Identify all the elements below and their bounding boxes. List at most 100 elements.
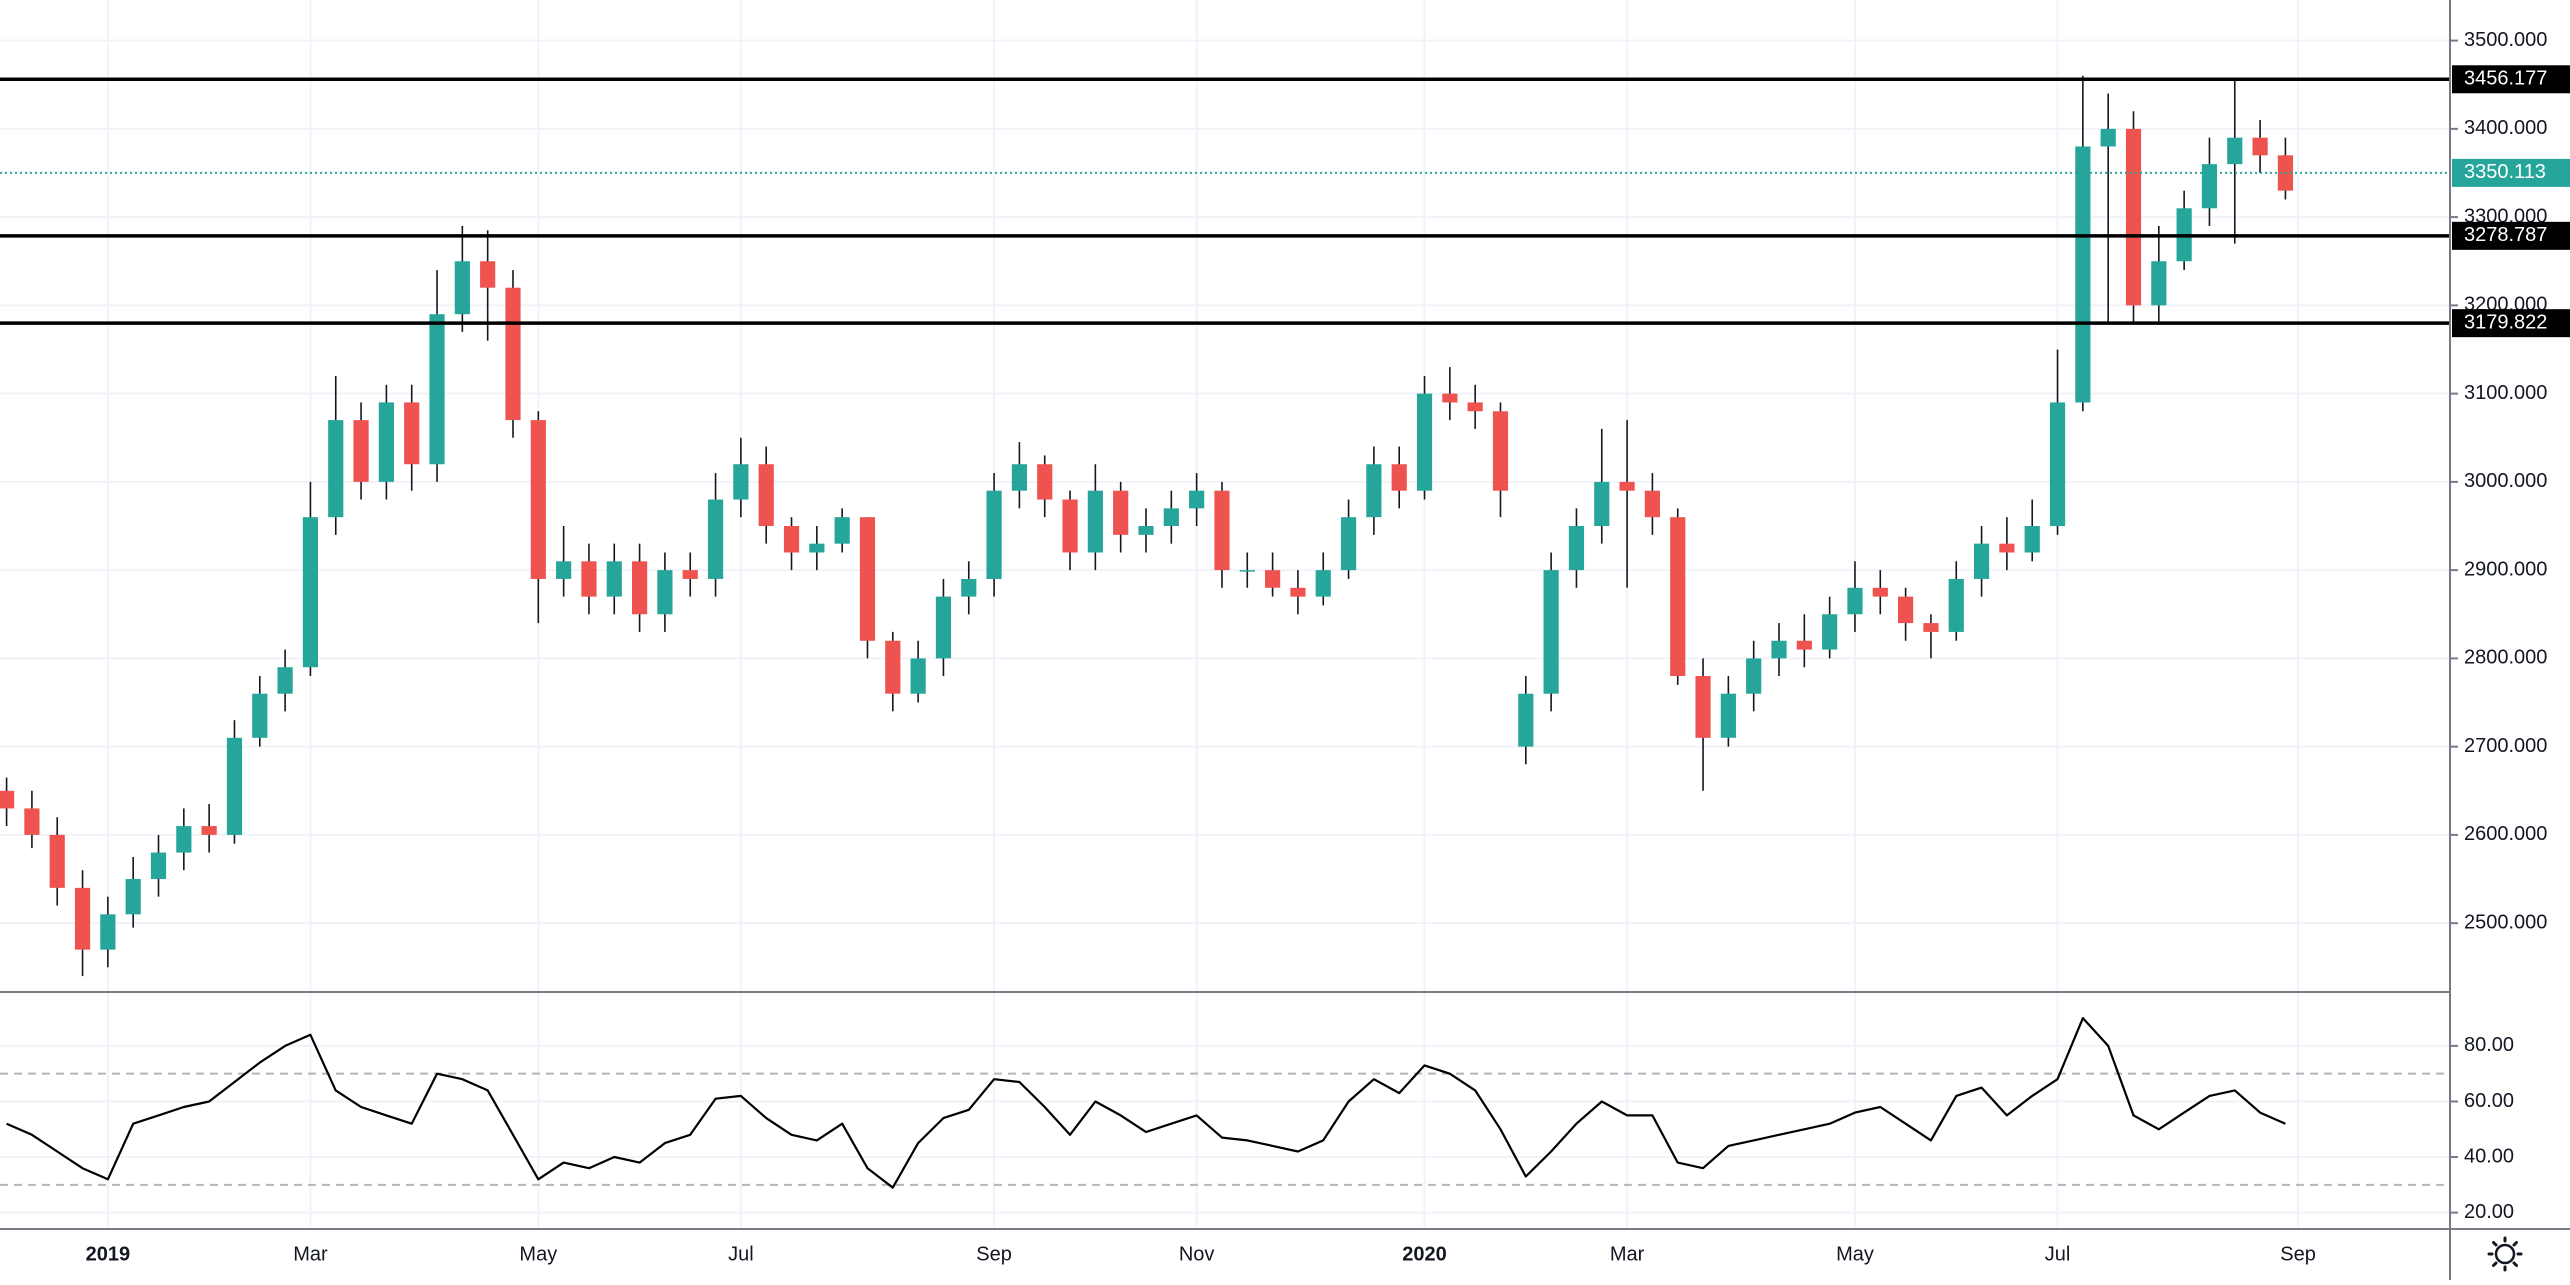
candle-body bbox=[885, 640, 901, 694]
y-tick-label: 2500.000 bbox=[2464, 911, 2547, 933]
grid-layer bbox=[0, 0, 2450, 1229]
y-tick-label: 20.00 bbox=[2464, 1201, 2514, 1223]
level-label: 3456.177 bbox=[2464, 68, 2547, 90]
candle-body bbox=[1973, 543, 1990, 579]
candle-body bbox=[2125, 128, 2142, 306]
candle-body bbox=[1340, 517, 1357, 571]
candle-body bbox=[1315, 570, 1331, 597]
candle-body bbox=[935, 596, 952, 659]
candle-body bbox=[1847, 587, 1863, 615]
x-tick-label: Jul bbox=[2045, 1243, 2071, 1265]
candle-body bbox=[556, 561, 572, 579]
candle-body bbox=[2049, 402, 2066, 527]
level-label-box bbox=[2452, 221, 2570, 250]
x-tick-label: Mar bbox=[293, 1243, 328, 1265]
candle-body bbox=[758, 464, 774, 527]
candle-body bbox=[606, 561, 622, 597]
candle-body bbox=[961, 578, 977, 597]
candle-body bbox=[480, 261, 496, 288]
candle-body bbox=[150, 852, 167, 880]
candle-body bbox=[1568, 526, 1585, 571]
candle-body bbox=[1113, 490, 1129, 535]
candle-body bbox=[1872, 587, 1888, 597]
x-tick-label: 2020 bbox=[1402, 1243, 1447, 1265]
candle-body bbox=[1138, 526, 1154, 535]
candle-body bbox=[100, 914, 116, 950]
candle-body bbox=[1948, 578, 1964, 632]
candle-body bbox=[201, 826, 217, 835]
candle-body bbox=[707, 499, 724, 579]
candle-body bbox=[429, 314, 445, 465]
candle-body bbox=[2252, 137, 2268, 156]
y-tick-label: 3100.000 bbox=[2464, 382, 2547, 404]
x-tick-label: May bbox=[519, 1243, 557, 1265]
candle-body bbox=[353, 420, 369, 482]
candle-body bbox=[505, 287, 521, 421]
candle-body bbox=[404, 402, 420, 465]
candle-body bbox=[2024, 526, 2040, 553]
level-label: 3179.822 bbox=[2464, 311, 2547, 333]
candle-body bbox=[1720, 693, 1736, 738]
candle-body bbox=[1087, 490, 1103, 553]
candle-body bbox=[682, 570, 698, 579]
candle-body bbox=[226, 737, 243, 835]
candle-body bbox=[277, 667, 293, 694]
candle-body bbox=[74, 887, 91, 950]
candle-body bbox=[1391, 464, 1407, 491]
candle-body bbox=[176, 826, 192, 853]
candle-body bbox=[2151, 261, 2167, 306]
last-price-label: 3350.113 bbox=[2464, 161, 2546, 183]
last-price-label-box bbox=[2452, 158, 2570, 187]
candle-body bbox=[1796, 640, 1812, 650]
candle-body bbox=[378, 402, 394, 482]
candle-body bbox=[1644, 490, 1661, 518]
x-tick-label: Sep bbox=[976, 1243, 1012, 1265]
candle-body bbox=[1492, 411, 1509, 491]
candle-body bbox=[1746, 658, 1762, 694]
candle-body bbox=[1518, 693, 1534, 747]
candle-body bbox=[1670, 517, 1686, 677]
candle-body bbox=[1214, 490, 1230, 571]
y-tick-label: 80.00 bbox=[2464, 1034, 2514, 1056]
candle-body bbox=[1037, 464, 1053, 500]
candle-body bbox=[733, 464, 749, 500]
x-tick-label: Jul bbox=[728, 1243, 754, 1265]
level-label-box bbox=[2452, 65, 2570, 94]
y-tick-label: 3000.000 bbox=[2464, 470, 2547, 492]
candle-body bbox=[986, 490, 1002, 579]
y-tick-label: 2700.000 bbox=[2464, 735, 2547, 757]
candle-body bbox=[49, 834, 65, 888]
candle-body bbox=[530, 420, 546, 579]
candle-body bbox=[2075, 146, 2091, 403]
candle-body bbox=[454, 261, 470, 315]
candle-body bbox=[1366, 464, 1382, 518]
candle-body bbox=[1189, 490, 1205, 509]
candle-body bbox=[1011, 464, 1027, 491]
candle-body bbox=[809, 543, 825, 553]
candle-body bbox=[1923, 623, 1939, 632]
settings-icon[interactable] bbox=[2487, 1236, 2523, 1272]
y-tick-label: 40.00 bbox=[2464, 1145, 2514, 1167]
level-label-box bbox=[2452, 309, 2570, 338]
candle-body bbox=[1898, 596, 1914, 624]
mark-layer bbox=[0, 75, 2450, 1189]
label-layer: 2019 Mar May Jul Sep Nov 2020 Mar May Jul Sep 2500.… bbox=[86, 29, 2570, 1265]
candle-body bbox=[1543, 570, 1559, 694]
candle-body bbox=[834, 517, 850, 544]
x-tick-label: Nov bbox=[1179, 1243, 1215, 1265]
candle-body bbox=[581, 561, 597, 597]
candle-body bbox=[1594, 481, 1610, 527]
candle-body bbox=[1163, 508, 1179, 527]
candle-body bbox=[1442, 393, 1458, 403]
candle-body bbox=[1999, 543, 2015, 553]
x-tick-label: Sep bbox=[2280, 1243, 2316, 1265]
x-tick-label: May bbox=[1836, 1243, 1874, 1265]
y-tick-label: 3400.000 bbox=[2464, 117, 2547, 139]
candle-body bbox=[1239, 570, 1255, 572]
candle-body bbox=[1467, 402, 1483, 412]
candle-body bbox=[2201, 164, 2218, 209]
candle-body bbox=[657, 570, 673, 615]
